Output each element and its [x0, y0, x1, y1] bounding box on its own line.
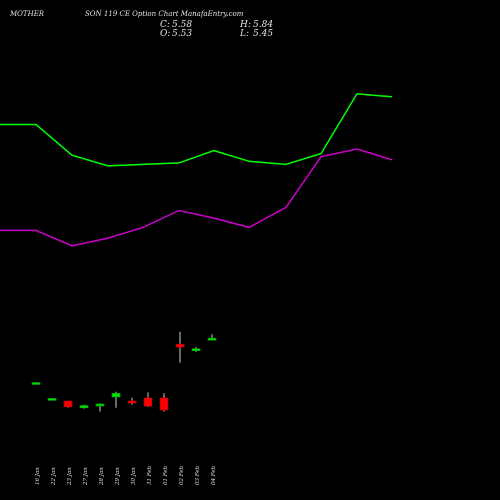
- candle-body: [191, 348, 201, 352]
- candle-body: [207, 337, 217, 341]
- ohlc-close-label: C:: [160, 20, 170, 30]
- chart-title-right: SON 119 CE Option Chart ManafaEntry.com: [85, 10, 244, 18]
- candle-body: [95, 403, 105, 407]
- ohlc-open-label: O:: [160, 29, 171, 39]
- x-tick-label: 28 Jan: [99, 467, 105, 486]
- x-tick-label: 29 Jan: [115, 467, 121, 486]
- chart-title-left: MOTHER: [10, 10, 45, 18]
- x-tick-label: 30 Jan: [131, 467, 137, 485]
- x-tick-label: 16 Jan: [35, 467, 41, 485]
- x-tick-label: 03 Feb: [195, 465, 201, 485]
- ohlc-low-label: L:: [240, 29, 250, 39]
- x-tick-label: 23 Jan: [67, 467, 73, 486]
- upper-band-line: [0, 93, 393, 167]
- ohlc-close-value: 5.58: [172, 20, 193, 30]
- ohlc-open-value: 5.53: [172, 29, 193, 39]
- x-tick-label: 31 Feb: [147, 465, 153, 485]
- x-tick-label: 02 Feb: [179, 465, 185, 485]
- x-tick-label: 22 Jan: [51, 467, 57, 486]
- candle-body: [47, 398, 57, 401]
- candle-body: [127, 400, 137, 404]
- lower-band-line: [0, 148, 393, 247]
- candle-body: [159, 397, 169, 411]
- candle-body: [31, 382, 41, 385]
- x-tick-label: 01 Feb: [163, 465, 169, 485]
- x-tick-label: 27 Jan: [83, 467, 89, 486]
- ohlc-high-value: 5.84: [253, 20, 274, 30]
- candle-body: [111, 392, 121, 398]
- ohlc-low-value: 5.45: [253, 29, 274, 39]
- candle-body: [175, 343, 185, 348]
- candle-body: [143, 397, 153, 407]
- candle-body: [63, 400, 73, 408]
- candle-body: [79, 405, 89, 409]
- ohlc-high-label: H:: [240, 20, 251, 30]
- x-tick-label: 04 Feb: [211, 465, 217, 485]
